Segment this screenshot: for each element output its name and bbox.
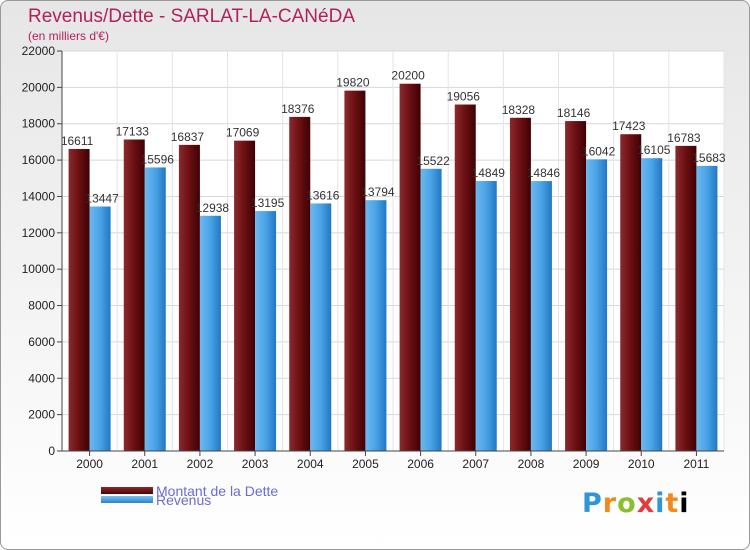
- y-tick-label: 4000: [28, 371, 55, 385]
- x-tick-label: 2010: [628, 457, 655, 471]
- data-label-revenus: 16042: [582, 144, 616, 158]
- x-tick-label: 2006: [407, 457, 434, 471]
- chart-subtitle: (en milliers d'€): [28, 29, 109, 43]
- logo-letter: x: [636, 488, 656, 519]
- bar-dette: [399, 83, 421, 452]
- bar-dette: [620, 134, 642, 451]
- y-tick-label: 18000: [22, 117, 56, 131]
- data-label-dette: 18328: [502, 103, 536, 117]
- bar-revenus: [310, 203, 332, 451]
- x-tick-label: 2005: [352, 457, 379, 471]
- bar-dette: [68, 148, 90, 451]
- logo-letter: i: [679, 488, 690, 519]
- data-label-dette: 19820: [336, 76, 370, 90]
- chart-title: Revenus/Dette - SARLAT-LA-CANéDA: [28, 6, 355, 27]
- data-label-revenus: 15596: [141, 152, 175, 166]
- bar-revenus: [365, 200, 387, 451]
- data-label-revenus: 16105: [637, 143, 671, 157]
- legend-swatch-revenus: [101, 496, 153, 503]
- x-tick-label: 2011: [684, 457, 710, 471]
- bar-dette: [123, 139, 145, 451]
- data-label-dette: 17069: [226, 126, 260, 140]
- bar-revenus: [144, 167, 166, 451]
- data-label-dette: 17423: [612, 119, 646, 133]
- bar-revenus: [696, 165, 718, 451]
- x-tick-label: 2001: [131, 457, 158, 471]
- data-label-revenus: 13794: [361, 185, 395, 199]
- logo-letter: r: [602, 488, 618, 519]
- x-tick-label: 2008: [518, 457, 545, 471]
- legend-swatch-dette: [101, 487, 153, 494]
- data-label-dette: 19056: [447, 90, 481, 104]
- legend-label-revenus: Revenus: [156, 492, 212, 508]
- data-label-revenus: 14846: [527, 166, 561, 180]
- x-tick-label: 2004: [297, 457, 324, 471]
- bar-dette: [234, 140, 256, 451]
- x-tick-label: 2009: [573, 457, 600, 471]
- data-label-dette: 18376: [281, 102, 315, 116]
- data-label-revenus: 13616: [306, 188, 340, 202]
- bar-revenus: [530, 181, 552, 451]
- x-tick-label: 2007: [462, 457, 489, 471]
- y-tick-label: 2000: [28, 408, 55, 422]
- bar-revenus: [475, 181, 497, 451]
- data-label-revenus: 12938: [196, 201, 230, 215]
- y-tick-label: 6000: [28, 335, 55, 349]
- bar-revenus: [420, 168, 442, 452]
- x-tick-label: 2003: [242, 457, 269, 471]
- y-tick-label: 10000: [22, 262, 56, 276]
- bar-dette: [675, 145, 697, 451]
- y-tick-label: 0: [48, 444, 55, 458]
- logo-letter: t: [665, 488, 680, 519]
- bar-dette: [454, 104, 476, 451]
- data-label-revenus: 15522: [416, 154, 450, 168]
- x-tick-label: 2002: [187, 457, 214, 471]
- data-label-dette: 16611: [61, 134, 94, 148]
- legend-label-dette: Montant de la Dette: [156, 483, 279, 499]
- bar-revenus: [89, 206, 111, 451]
- bar-revenus: [586, 159, 608, 451]
- logo-letter: P: [582, 488, 603, 519]
- bar-dette: [565, 121, 587, 451]
- proxiti-logo: Proxiti: [582, 488, 690, 519]
- logo-letter: i: [655, 488, 666, 519]
- y-tick-label: 12000: [22, 226, 56, 240]
- bar-revenus: [255, 211, 277, 451]
- data-label-dette: 18146: [557, 106, 591, 120]
- y-tick-label: 20000: [22, 80, 56, 94]
- data-label-dette: 20200: [391, 69, 425, 83]
- bar-revenus: [199, 215, 221, 451]
- data-label-revenus: 13447: [85, 192, 119, 206]
- y-tick-label: 16000: [22, 153, 56, 167]
- data-label-revenus: 14849: [472, 166, 506, 180]
- data-label-revenus: 15683: [692, 151, 726, 165]
- y-tick-label: 8000: [28, 299, 55, 313]
- logo-letter: o: [617, 488, 637, 519]
- y-tick-label: 14000: [22, 189, 56, 203]
- data-label-dette: 16837: [171, 130, 205, 144]
- x-tick-label: 2000: [76, 457, 103, 471]
- data-label-dette: 17133: [116, 124, 150, 138]
- bar-revenus: [641, 158, 663, 451]
- bar-dette: [289, 116, 311, 452]
- bar-dette: [178, 144, 200, 451]
- data-label-dette: 16783: [667, 131, 701, 145]
- y-tick-label: 22000: [22, 44, 56, 58]
- bar-dette: [509, 117, 531, 451]
- bar-dette: [344, 90, 366, 452]
- data-label-revenus: 13195: [251, 196, 285, 210]
